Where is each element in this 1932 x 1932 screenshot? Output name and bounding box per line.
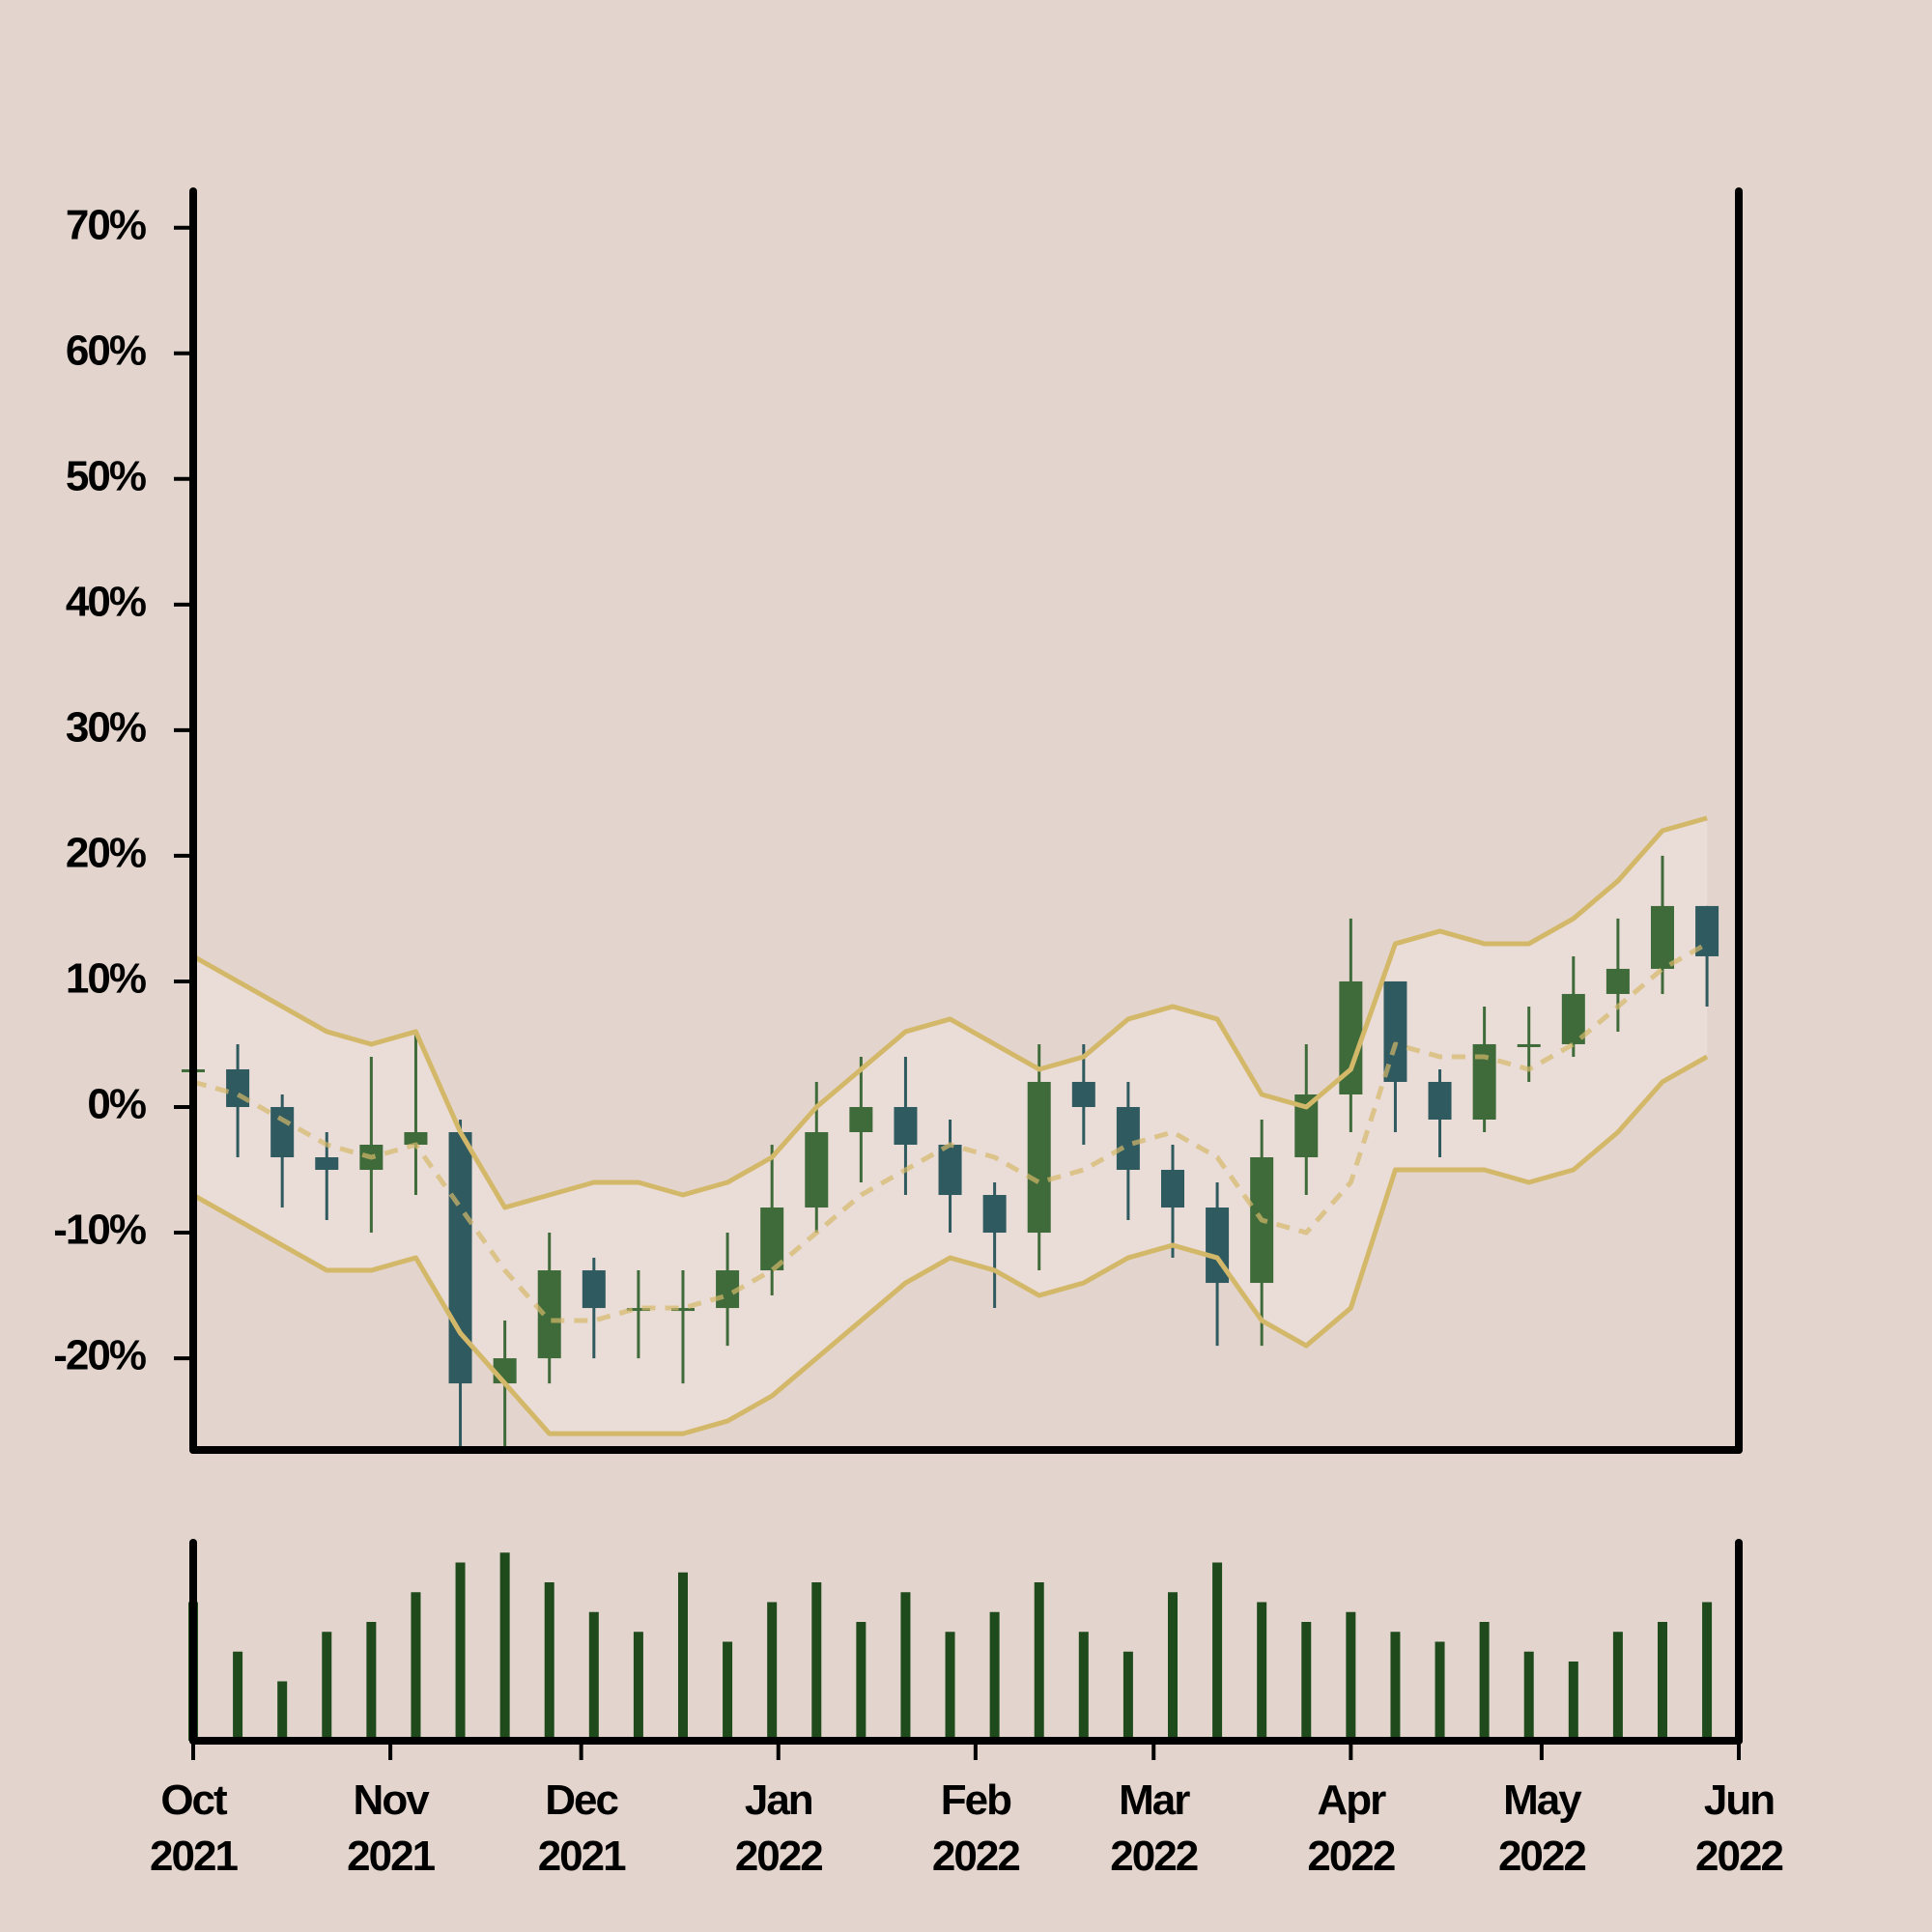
y-tick-label: 40% (66, 578, 146, 625)
x-tick-label: Mar 2022 (1110, 1776, 1197, 1880)
volume-bar (277, 1681, 288, 1741)
candle-body (938, 1145, 962, 1196)
x-tick-label: Oct 2021 (150, 1776, 238, 1880)
x-tick-label-line: 2021 (150, 1833, 238, 1880)
volume-bar (1212, 1562, 1223, 1741)
volume-bar (1122, 1651, 1133, 1741)
volume-bar (1479, 1622, 1490, 1741)
volume-bar (1435, 1641, 1445, 1741)
x-tick-label-line: 2021 (347, 1833, 435, 1880)
volume-bar (1257, 1602, 1267, 1741)
candle-body (760, 1208, 784, 1271)
volume-bar (455, 1562, 466, 1741)
x-tick-label: Jan 2022 (735, 1776, 822, 1880)
volume-bar (1301, 1622, 1312, 1741)
band-middle (192, 941, 1709, 1323)
x-tick-label: Nov 2021 (347, 1776, 435, 1880)
volume-bar (1568, 1662, 1578, 1741)
x-tick-label: Jun 2022 (1695, 1776, 1782, 1880)
volume-bar (856, 1622, 867, 1741)
y-tick-label: 0% (87, 1081, 145, 1128)
volume-bar (233, 1651, 243, 1741)
x-tick-label-line: Jan (745, 1776, 812, 1824)
candle-body (315, 1157, 339, 1171)
candle-body (849, 1106, 873, 1132)
volume-bar (366, 1622, 377, 1741)
x-tick-label-line: 2022 (735, 1833, 822, 1880)
candle-body (1027, 1081, 1051, 1234)
x-tick-label: Dec 2021 (538, 1776, 626, 1880)
candle-body (626, 1308, 650, 1312)
candle-body (493, 1358, 517, 1384)
x-tick-label-line: 2022 (1110, 1833, 1197, 1880)
volume-bar (1612, 1632, 1623, 1741)
volume-bar (1657, 1622, 1667, 1741)
candle-body (670, 1308, 695, 1312)
candle-body (1517, 1043, 1541, 1047)
y-tick-label: 30% (66, 703, 146, 751)
volume-bar (499, 1552, 510, 1741)
y-tick-label: 60% (66, 327, 146, 374)
candle-body (1116, 1106, 1140, 1171)
volume-bar (900, 1592, 911, 1741)
x-tick-label-line: 2022 (932, 1833, 1019, 1880)
volume-bar (322, 1632, 332, 1741)
volume-bar (989, 1611, 1000, 1741)
candle-body (1428, 1081, 1452, 1120)
band-lower (191, 1054, 1709, 1436)
volume-bar (945, 1632, 955, 1741)
x-tick-label-line: Mar (1119, 1776, 1190, 1824)
candle-body (1071, 1081, 1095, 1107)
x-tick-label-line: Nov (354, 1776, 431, 1824)
candle-body (894, 1106, 918, 1146)
volume-bar (588, 1611, 599, 1741)
volume-bar (633, 1632, 643, 1741)
y-tick-label: -10% (53, 1207, 146, 1254)
x-tick-label: Apr 2022 (1307, 1776, 1394, 1880)
volume-bar (411, 1592, 421, 1741)
x-tick-label-line: 2022 (1498, 1833, 1585, 1880)
volume-bar (1167, 1592, 1178, 1741)
x-tick-label-line: May (1503, 1776, 1582, 1824)
volume-bar (723, 1641, 733, 1741)
x-tick-label-line: Jun (1704, 1776, 1774, 1824)
y-tick-label: 10% (66, 955, 146, 1003)
candle-body (404, 1131, 428, 1146)
candle-body (270, 1106, 295, 1158)
candle-body (1650, 905, 1674, 969)
x-tick-label-line: 2022 (1695, 1833, 1782, 1880)
volume-bar (767, 1602, 778, 1741)
volume-bar (1523, 1651, 1534, 1741)
band-upper (191, 815, 1708, 1210)
volume-bar (1390, 1632, 1401, 1741)
x-tick-label-line: Apr (1317, 1776, 1386, 1824)
x-tick-label-line: 2022 (1307, 1833, 1394, 1880)
candle-body (582, 1270, 606, 1309)
x-tick-label-line: Feb (941, 1776, 1011, 1824)
volume-bar (677, 1572, 688, 1741)
x-tick-label: Feb 2022 (932, 1776, 1019, 1880)
y-tick-label: 50% (66, 452, 146, 499)
volume-bar (1078, 1632, 1089, 1741)
candle-body (805, 1131, 829, 1208)
volume-bar (544, 1582, 554, 1741)
x-tick-label-line: Dec (545, 1776, 618, 1824)
y-tick-label: 20% (66, 830, 146, 877)
volume-bar (811, 1582, 822, 1741)
volume-bar (1346, 1611, 1356, 1741)
volume-bar (1034, 1582, 1044, 1741)
candle-body (1160, 1170, 1184, 1208)
y-tick-label: 70% (66, 201, 146, 248)
y-tick-label: -20% (53, 1332, 146, 1379)
x-tick-label-line: 2021 (538, 1833, 626, 1880)
x-tick-label: May 2022 (1498, 1776, 1585, 1880)
volume-bar (1702, 1602, 1713, 1741)
candle-body (982, 1195, 1007, 1234)
candle-body (1605, 968, 1630, 994)
x-tick-label-line: Oct (160, 1776, 228, 1824)
